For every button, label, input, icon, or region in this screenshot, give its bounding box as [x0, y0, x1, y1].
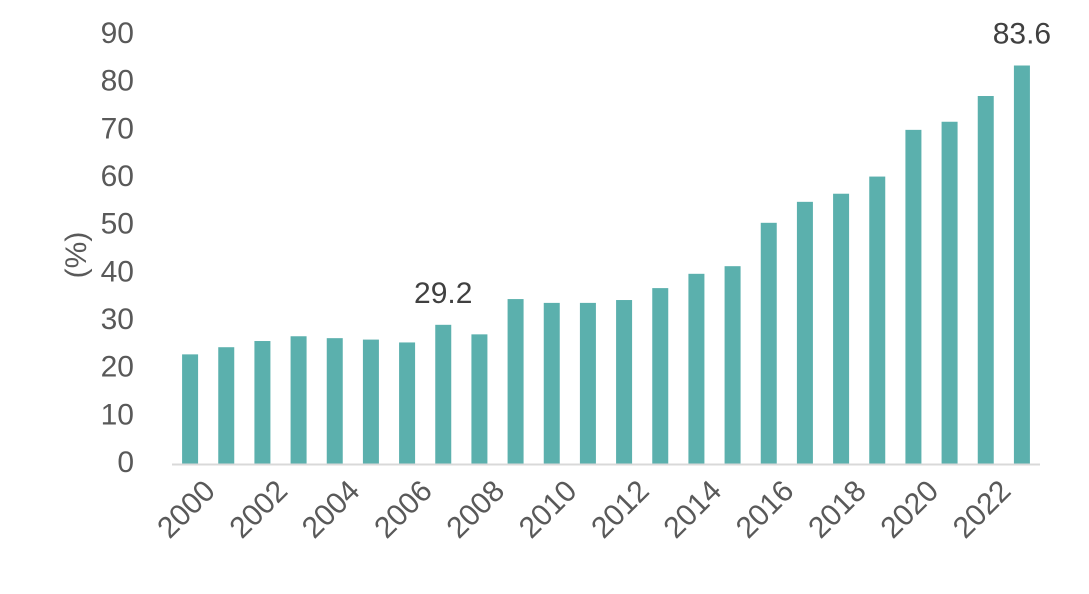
y-tick-label: 20	[101, 351, 134, 384]
y-tick-label: 30	[101, 303, 134, 336]
y-tick-label: 60	[101, 160, 134, 193]
bar	[977, 96, 994, 464]
bar	[471, 334, 488, 464]
y-tick-label: 70	[101, 112, 134, 145]
y-axis-ticks: 0 10 20 30 40 50 60 70 80 90	[101, 17, 134, 479]
x-axis-ticks: 2000 2002 2004 2006 2008 2010 2012 2014 2016 2018…	[151, 474, 1017, 545]
x-tick-label: 2004	[296, 474, 367, 545]
x-tick-label: 2020	[875, 474, 946, 545]
bar	[724, 266, 741, 464]
bar	[254, 341, 271, 464]
x-tick-label: 2014	[658, 474, 729, 545]
x-tick-label: 2018	[802, 474, 873, 545]
y-axis-title: (%)	[60, 232, 93, 279]
data-label: 29.2	[414, 277, 472, 310]
bar	[905, 129, 922, 464]
y-tick-label: 40	[101, 255, 134, 288]
bar	[652, 288, 669, 464]
bar	[1013, 65, 1030, 465]
x-tick-label: 2010	[513, 474, 584, 545]
bar	[399, 342, 416, 464]
x-tick-label: 2002	[224, 474, 295, 545]
bar	[543, 302, 560, 464]
bar	[941, 121, 958, 465]
bar	[616, 300, 633, 464]
data-labels: 29.2 83.6	[414, 18, 1051, 310]
bar	[507, 299, 524, 464]
x-tick-label: 2008	[441, 474, 512, 545]
data-label: 83.6	[993, 18, 1051, 51]
bar	[688, 273, 705, 464]
bar	[290, 336, 307, 464]
bar	[869, 176, 886, 464]
x-tick-label: 2016	[730, 474, 801, 545]
bar	[362, 339, 379, 464]
y-tick-label: 90	[101, 17, 134, 50]
x-tick-label: 2006	[368, 474, 439, 545]
bar	[326, 338, 343, 464]
x-tick-label: 2022	[947, 474, 1018, 545]
bar	[760, 222, 777, 464]
bar-series	[182, 65, 1030, 465]
x-tick-label: 2000	[151, 474, 222, 545]
bar	[796, 201, 813, 465]
bar	[218, 347, 235, 464]
y-tick-label: 80	[101, 65, 134, 98]
bar	[182, 354, 199, 464]
bar	[435, 324, 452, 464]
y-tick-label: 0	[117, 446, 134, 479]
x-tick-label: 2012	[585, 474, 656, 545]
y-tick-label: 50	[101, 208, 134, 241]
bar	[579, 302, 596, 464]
bar	[833, 193, 850, 465]
y-tick-label: 10	[101, 398, 134, 431]
